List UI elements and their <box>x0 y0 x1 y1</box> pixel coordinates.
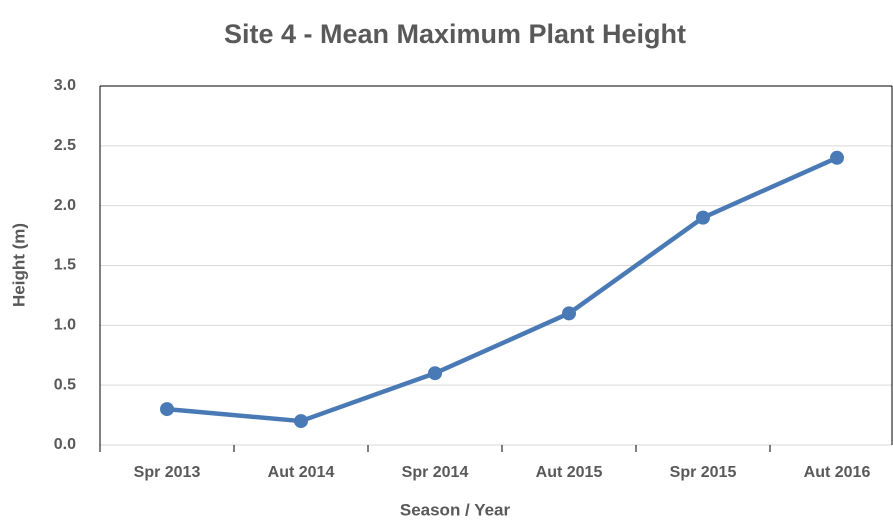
y-tick-label: 1.5 <box>54 257 76 274</box>
y-tick-label: 2.0 <box>54 197 76 214</box>
y-tick-label: 0.5 <box>54 376 76 393</box>
x-axis-title: Season / Year <box>400 500 511 519</box>
marker <box>160 402 174 417</box>
x-tick-label: Spr 2014 <box>402 464 469 481</box>
line <box>166 155 838 424</box>
marker <box>562 306 576 321</box>
marker <box>830 150 844 165</box>
y-axis-title: Height (m) <box>9 223 28 307</box>
chart-title: Site 4 - Mean Maximum Plant Height <box>224 19 686 49</box>
y-tick-label: 0.0 <box>54 436 76 453</box>
x-tick-label: Aut 2014 <box>268 464 335 481</box>
marker <box>696 210 710 225</box>
y-tick-label: 1.0 <box>54 317 76 334</box>
x-tick-label: Aut 2015 <box>536 464 603 481</box>
marker <box>428 366 442 381</box>
y-tick-label: 2.5 <box>54 137 76 154</box>
y-tick-label: 3.0 <box>54 77 76 94</box>
marker <box>294 414 308 429</box>
x-tick-label: Spr 2015 <box>670 464 737 481</box>
x-tick-label: Spr 2013 <box>134 464 201 481</box>
x-tick-label: Aut 2016 <box>804 464 871 481</box>
